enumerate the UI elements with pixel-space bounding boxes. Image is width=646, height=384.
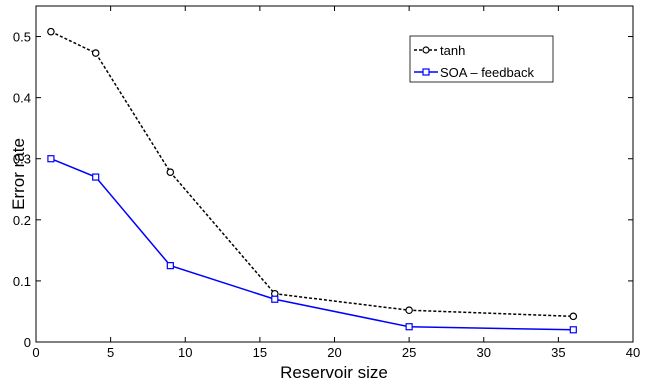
legend: tanh SOA – feedback <box>409 35 554 83</box>
y-tick-label: 0.3 <box>13 152 31 167</box>
data-point-soa-feedback <box>569 326 577 334</box>
y-axis-title: Error rate <box>9 138 28 210</box>
data-point-soa-feedback <box>166 262 174 270</box>
data-point-soa-feedback <box>92 173 100 181</box>
data-point-tanh <box>166 168 175 176</box>
legend-label-tanh: tanh <box>440 43 465 58</box>
data-point-soa-feedback <box>405 323 413 331</box>
x-tick-label: 10 <box>178 345 192 360</box>
y-tick-label: 0.4 <box>13 91 31 106</box>
x-tick-label: 0 <box>32 345 39 360</box>
data-point-tanh <box>569 312 578 321</box>
data-point-tanh <box>91 49 100 57</box>
x-tick-label: 35 <box>551 345 565 360</box>
x-tick-label: 5 <box>107 345 114 360</box>
x-axis-title: Reservoir size <box>280 363 388 382</box>
legend-box <box>409 35 554 83</box>
data-point-soa-feedback <box>47 155 55 163</box>
data-point-tanh <box>47 27 55 36</box>
legend-label-soa-feedback: SOA – feedback <box>440 65 534 80</box>
legend-marker-tanh <box>422 46 430 54</box>
series-layer <box>47 27 578 334</box>
axis-ticks: 0 5 10 15 20 25 30 35 40 0 0.1 0.2 0.3 0.4 0.5 <box>13 6 640 360</box>
y-tick-label: 0 <box>24 335 31 350</box>
y-tick-label: 0.1 <box>13 274 31 289</box>
series-line-soa-feedback <box>50 158 574 331</box>
data-point-tanh <box>405 306 413 315</box>
x-tick-label: 40 <box>626 345 640 360</box>
y-tick-label: 0.5 <box>13 30 31 45</box>
x-tick-label: 25 <box>402 345 416 360</box>
data-point-soa-feedback <box>271 295 279 303</box>
legend-marker-soa-feedback <box>422 68 430 76</box>
y-tick-label: 0.2 <box>13 213 31 228</box>
series-line-tanh <box>50 30 574 318</box>
x-tick-label: 15 <box>253 345 267 360</box>
x-tick-label: 20 <box>327 345 341 360</box>
x-tick-label: 30 <box>477 345 491 360</box>
